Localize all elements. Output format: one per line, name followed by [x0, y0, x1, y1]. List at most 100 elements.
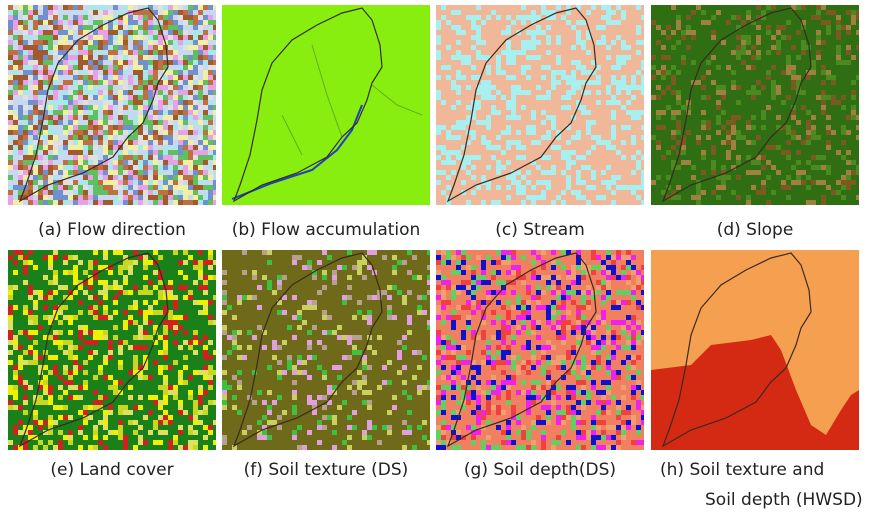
- raster-cell: [173, 440, 178, 445]
- raster-cell: [446, 255, 451, 260]
- raster-cell: [387, 295, 392, 300]
- raster-cell: [586, 110, 591, 115]
- raster-cell: [28, 295, 33, 300]
- raster-cell: [98, 280, 103, 285]
- raster-cell: [123, 290, 128, 295]
- raster-cell: [63, 105, 68, 110]
- raster-cell: [23, 40, 28, 45]
- raster-cell: [556, 320, 561, 325]
- raster-cell: [521, 20, 526, 25]
- raster-cell: [93, 260, 98, 265]
- raster-cell: [48, 125, 53, 130]
- raster-cell: [551, 400, 556, 405]
- raster-cell: [262, 275, 267, 280]
- raster-cell: [78, 55, 83, 60]
- raster-cell: [53, 275, 58, 280]
- raster-cell: [193, 265, 198, 270]
- raster-cell: [751, 115, 756, 120]
- raster-cell: [183, 380, 188, 385]
- raster-cell: [601, 300, 606, 305]
- raster-cell: [721, 40, 726, 45]
- raster-cell: [456, 125, 461, 130]
- raster-cell: [586, 305, 591, 310]
- raster-cell: [721, 185, 726, 190]
- raster-cell: [123, 65, 128, 70]
- raster-cell: [183, 200, 188, 205]
- raster-cell: [641, 415, 644, 420]
- raster-cell: [456, 55, 461, 60]
- raster-cell: [367, 315, 372, 320]
- raster-cell: [851, 110, 856, 115]
- raster-cell: [506, 385, 511, 390]
- raster-cell: [208, 255, 213, 260]
- raster-cell: [731, 190, 736, 195]
- raster-cell: [701, 125, 706, 130]
- raster-cell: [556, 145, 561, 150]
- raster-cell: [621, 345, 626, 350]
- raster-cell: [551, 445, 556, 450]
- raster-cell: [193, 160, 198, 165]
- raster-cell: [347, 275, 352, 280]
- raster-cell: [821, 100, 826, 105]
- raster-cell: [576, 35, 581, 40]
- raster-cell: [446, 130, 451, 135]
- raster-cell: [23, 20, 28, 25]
- raster-cell: [208, 80, 213, 85]
- raster-cell: [631, 395, 636, 400]
- raster-cell: [143, 20, 148, 25]
- raster-cell: [571, 75, 576, 80]
- raster-cell: [456, 250, 461, 255]
- raster-cell: [103, 355, 108, 360]
- raster-cell: [531, 125, 536, 130]
- raster-cell: [501, 350, 506, 355]
- raster-cell: [397, 340, 402, 345]
- raster-cell: [327, 415, 332, 420]
- raster-cell: [751, 95, 756, 100]
- raster-cell: [531, 15, 536, 20]
- raster-cell: [158, 155, 163, 160]
- raster-cell: [586, 340, 591, 345]
- raster-cell: [596, 445, 601, 450]
- raster-cell: [721, 165, 726, 170]
- raster-cell: [456, 285, 461, 290]
- raster-cell: [58, 65, 63, 70]
- raster-cell: [676, 25, 681, 30]
- raster-cell: [461, 255, 466, 260]
- raster-cell: [686, 45, 691, 50]
- raster-cell: [88, 60, 93, 65]
- raster-cell: [751, 170, 756, 175]
- raster-cell: [581, 180, 586, 185]
- raster-cell: [227, 350, 232, 355]
- raster-cell: [98, 30, 103, 35]
- raster-cell: [252, 295, 257, 300]
- raster-cell: [786, 60, 791, 65]
- raster-cell: [8, 320, 13, 325]
- raster-cell: [526, 435, 531, 440]
- raster-cell: [586, 200, 591, 205]
- raster-cell: [68, 125, 73, 130]
- raster-cell: [183, 315, 188, 320]
- raster-cell: [68, 255, 73, 260]
- raster-cell: [198, 5, 203, 10]
- raster-cell: [128, 170, 133, 175]
- raster-cell: [78, 385, 83, 390]
- raster-cell: [751, 45, 756, 50]
- raster-cell: [491, 290, 496, 295]
- raster-cell: [168, 290, 173, 295]
- raster-cell: [23, 135, 28, 140]
- raster-cell: [188, 80, 193, 85]
- raster-cell: [546, 405, 551, 410]
- raster-cell: [352, 380, 357, 385]
- raster-cell: [88, 265, 93, 270]
- raster-cell: [73, 395, 78, 400]
- raster-cell: [631, 80, 636, 85]
- raster-cell: [213, 20, 216, 25]
- raster-cell: [526, 395, 531, 400]
- raster-cell: [446, 315, 451, 320]
- raster-cell: [357, 265, 362, 270]
- raster-cell: [63, 25, 68, 30]
- raster-cell: [466, 360, 471, 365]
- raster-cell: [571, 385, 576, 390]
- raster-cell: [73, 345, 78, 350]
- raster-cell: [596, 360, 601, 365]
